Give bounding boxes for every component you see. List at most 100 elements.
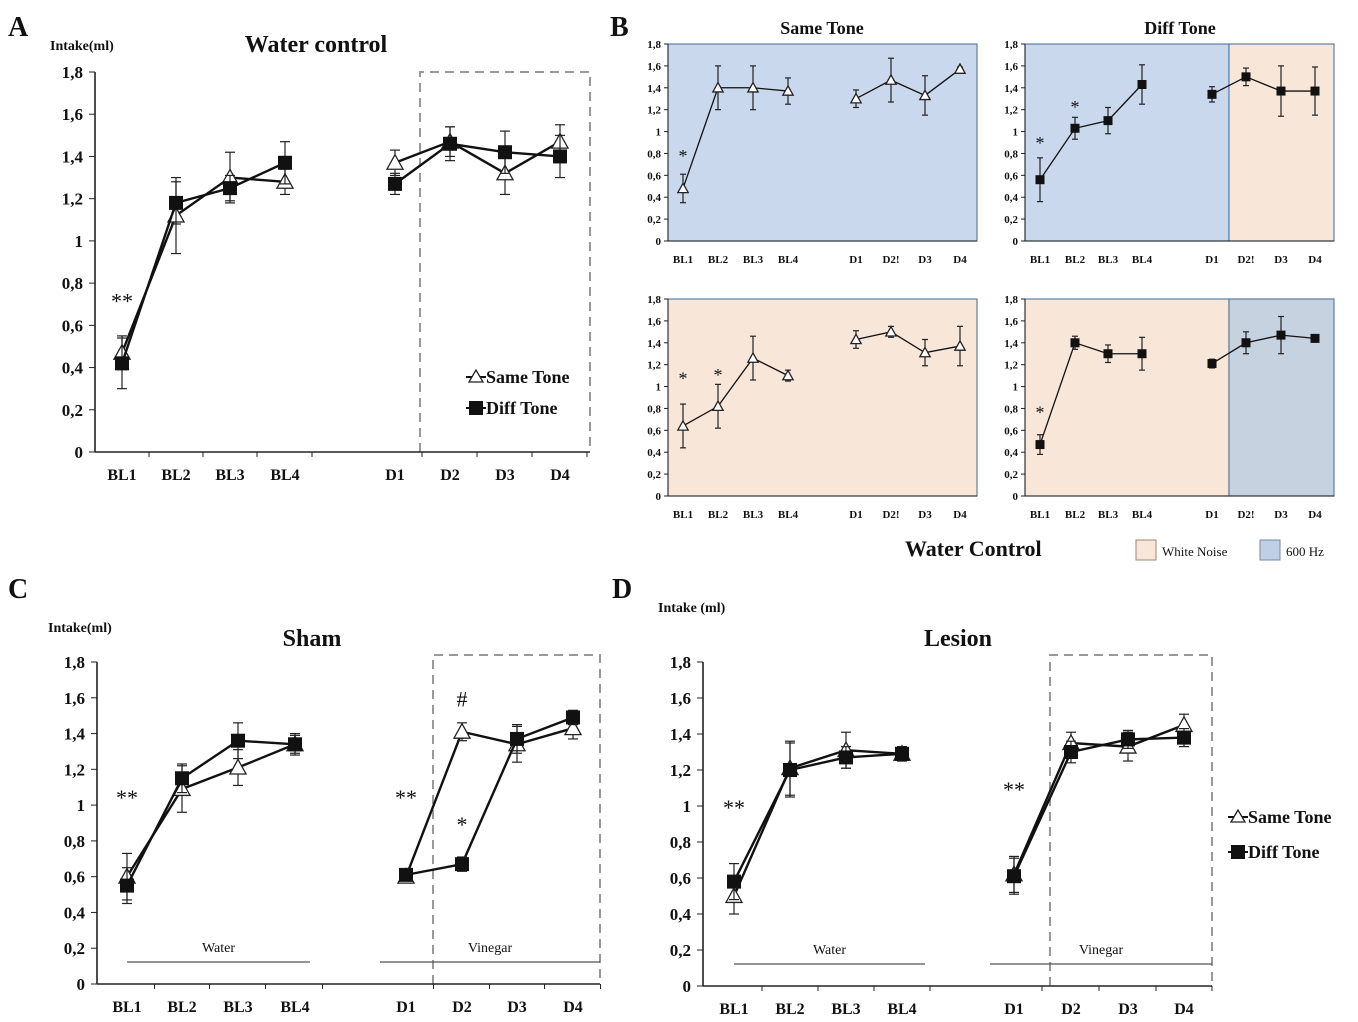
data-point-triangle xyxy=(781,369,795,381)
x-tick-label: BL2 xyxy=(167,999,196,1016)
data-point-square xyxy=(231,733,245,748)
y-tick-label: 0,6 xyxy=(1004,170,1018,182)
background-block xyxy=(667,43,978,242)
data-point-triangle xyxy=(953,62,967,74)
y-tick-label: 0,2 xyxy=(64,939,85,958)
x-tick-label: D4 xyxy=(563,999,583,1016)
x-tick-label: BL4 xyxy=(1132,509,1153,521)
x-tick-label: BL3 xyxy=(1098,254,1119,266)
data-point-square xyxy=(839,750,853,765)
panel-b-diff-tone-bottom: 0 0,2 0,4 0,6 0,8 1 1,2 1,4 1,6 1,8 BL1 BL2 BL3 BL4 D1… xyxy=(1004,294,1335,521)
data-point-square xyxy=(727,874,741,889)
significance-marker: * xyxy=(679,368,688,388)
x-tick-label: BL1 xyxy=(1030,254,1050,266)
x-tick-label: D1 xyxy=(1004,1001,1024,1018)
x-tick-label: BL1 xyxy=(673,254,693,266)
y-tick-label: 0,8 xyxy=(1004,148,1018,160)
y-axis-title: Intake(ml) xyxy=(50,39,114,54)
data-point-square xyxy=(498,145,512,160)
x-tick-label: BL4 xyxy=(778,254,799,266)
data-point-square xyxy=(1064,745,1078,759)
x-tick-label: D1 xyxy=(396,999,416,1016)
series-line xyxy=(732,748,903,897)
y-tick-label: 0 xyxy=(75,443,84,462)
series-line xyxy=(1012,736,1185,877)
data-point-triangle xyxy=(711,399,725,412)
data-point-square xyxy=(1241,338,1251,348)
legend-marker-square xyxy=(469,401,483,415)
chart-title: Diff Tone xyxy=(1144,18,1216,38)
x-tick-label: BL2 xyxy=(161,467,190,484)
background-block xyxy=(1024,298,1230,497)
y-axis-title: Intake(ml) xyxy=(48,621,112,636)
phase-label: Water xyxy=(202,941,235,956)
x-tick-label: BL2 xyxy=(1065,254,1086,266)
x-tick-label: D3 xyxy=(918,254,932,266)
y-tick-label: 0 xyxy=(1013,236,1019,248)
series-line xyxy=(405,716,574,877)
y-tick-label: 0,8 xyxy=(1004,403,1018,415)
panel-b-bottom-title: Water Control xyxy=(905,536,1042,561)
y-tick-label: 0,2 xyxy=(1004,214,1018,226)
y-tick-label: 0,4 xyxy=(1004,192,1018,204)
significance-marker: * xyxy=(679,146,688,166)
data-point-square xyxy=(115,356,129,371)
x-tick-label: D1 xyxy=(1205,254,1218,266)
y-tick-label: 1,8 xyxy=(64,653,85,672)
x-tick-label: D4 xyxy=(953,509,967,521)
legend-label-600hz: 600 Hz xyxy=(1286,544,1324,559)
x-tick-label: BL2 xyxy=(1065,509,1086,521)
x-tick-label: D3 xyxy=(495,467,515,484)
series-line xyxy=(404,727,574,878)
significance-marker: * xyxy=(457,812,468,837)
x-tick-label: BL4 xyxy=(887,1001,916,1018)
x-tick-label: BL3 xyxy=(1098,509,1119,521)
data-point-square xyxy=(175,771,189,786)
y-tick-label: 1,8 xyxy=(1004,294,1018,306)
y-tick-label: 0,8 xyxy=(62,274,83,293)
y-tick-label: 1,4 xyxy=(647,83,661,95)
data-point-square xyxy=(510,731,524,746)
data-point-square xyxy=(1070,338,1080,348)
x-tick-label: D2 xyxy=(452,999,472,1016)
data-point-triangle xyxy=(452,722,472,739)
y-tick-label: 0,2 xyxy=(1004,469,1018,481)
series-line xyxy=(1211,76,1315,95)
series-line xyxy=(125,739,296,887)
series-line xyxy=(120,176,286,354)
y-tick-label: 1,6 xyxy=(1004,61,1018,73)
significance-marker: * xyxy=(1036,402,1045,422)
x-tick-label: BL3 xyxy=(743,254,764,266)
y-tick-label: 1,2 xyxy=(647,105,661,117)
y-tick-label: 0,4 xyxy=(647,192,661,204)
significance-marker: ** xyxy=(116,785,138,810)
y-tick-label: 0,4 xyxy=(670,905,692,924)
series-line xyxy=(1012,723,1185,875)
y-tick-label: 1,2 xyxy=(1004,105,1018,117)
y-tick-label: 0,4 xyxy=(62,359,84,378)
x-tick-label: BL4 xyxy=(778,509,799,521)
data-point-triangle xyxy=(563,718,583,736)
data-point-square xyxy=(1007,869,1021,884)
data-point-triangle xyxy=(746,81,760,93)
panel-c-chart: 0 0,2 0,4 0,6 0,8 1 1,2 1,4 1,6 1,8 BL1 BL2 BL3 BL4 D1… xyxy=(48,621,601,1016)
legend-swatch-600hz xyxy=(1259,539,1281,561)
y-axis-title: Intake (ml) xyxy=(658,601,726,616)
x-tick-label: D3 xyxy=(1274,254,1288,266)
x-tick-label: BL3 xyxy=(743,509,764,521)
x-tick-label: D4 xyxy=(550,467,570,484)
y-tick-label: 0,6 xyxy=(62,316,83,335)
series-line xyxy=(682,357,789,427)
data-point-triangle xyxy=(711,81,725,93)
series-line xyxy=(682,87,789,189)
y-tick-label: 1,4 xyxy=(1004,338,1018,350)
data-point-square xyxy=(1121,732,1135,747)
data-point-triangle xyxy=(781,84,795,96)
x-tick-label: BL4 xyxy=(280,999,309,1016)
data-point-square xyxy=(1070,123,1080,133)
y-tick-label: 0 xyxy=(77,975,86,994)
y-tick-label: 0,4 xyxy=(1004,447,1018,459)
y-tick-label: 0,6 xyxy=(647,170,661,182)
significance-marker: * xyxy=(1036,133,1045,153)
background-block xyxy=(667,298,978,497)
